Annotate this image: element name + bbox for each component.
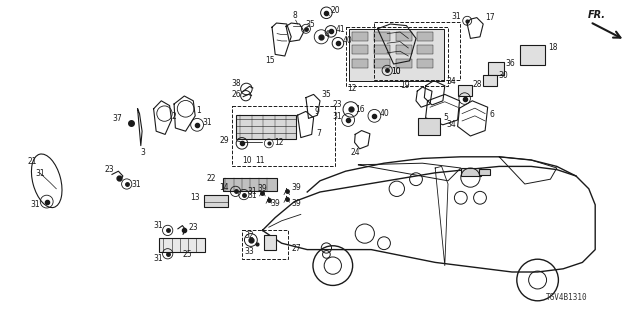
Text: 26: 26 <box>232 90 241 99</box>
Text: 27: 27 <box>291 244 301 253</box>
Text: 19: 19 <box>401 81 410 90</box>
Text: 34: 34 <box>447 120 456 129</box>
Bar <box>483 75 497 86</box>
Text: 31: 31 <box>202 118 212 127</box>
Text: 33: 33 <box>244 247 254 256</box>
Text: 38: 38 <box>232 79 241 88</box>
Bar <box>396 45 412 54</box>
Text: 25: 25 <box>182 250 192 259</box>
Bar <box>236 115 296 139</box>
Text: 28: 28 <box>473 80 483 89</box>
Bar <box>417 45 433 54</box>
Text: 23: 23 <box>333 100 342 109</box>
Text: 31: 31 <box>154 221 163 230</box>
Bar <box>374 45 390 54</box>
Text: 36: 36 <box>506 59 515 68</box>
Bar <box>418 118 440 135</box>
Bar <box>374 22 460 80</box>
Text: 39: 39 <box>257 184 267 193</box>
Text: 7: 7 <box>316 129 321 138</box>
Bar <box>417 59 433 68</box>
Bar <box>374 32 390 41</box>
Text: 23: 23 <box>104 165 114 174</box>
Text: 9: 9 <box>315 107 320 116</box>
Bar <box>242 230 288 259</box>
Text: 10: 10 <box>392 67 401 76</box>
Text: 39: 39 <box>271 199 280 208</box>
Text: 8: 8 <box>292 11 297 20</box>
Text: 1: 1 <box>196 106 201 115</box>
Text: 34: 34 <box>447 77 456 86</box>
Bar <box>520 45 545 65</box>
Text: 40: 40 <box>342 36 352 45</box>
Bar <box>352 59 368 68</box>
Bar <box>479 169 490 175</box>
Text: 2: 2 <box>172 112 176 121</box>
Text: 16: 16 <box>355 105 365 114</box>
Text: 13: 13 <box>190 193 200 202</box>
Text: 10: 10 <box>392 67 401 76</box>
Text: 15: 15 <box>266 56 275 65</box>
Text: 23: 23 <box>189 223 198 232</box>
Text: 41: 41 <box>335 25 345 34</box>
Text: 14: 14 <box>220 183 229 192</box>
Text: 31: 31 <box>451 12 461 21</box>
Text: 31: 31 <box>36 169 45 178</box>
Bar <box>232 106 335 166</box>
Text: 3: 3 <box>141 148 146 156</box>
Bar <box>223 178 277 191</box>
Text: 32: 32 <box>244 231 254 240</box>
Text: 12: 12 <box>347 84 356 92</box>
Text: 31: 31 <box>132 180 141 188</box>
Text: 22: 22 <box>207 174 216 183</box>
Text: 4: 4 <box>325 30 330 39</box>
Text: 39: 39 <box>292 199 301 208</box>
Text: 40: 40 <box>380 109 389 118</box>
Text: 10: 10 <box>242 156 252 165</box>
Bar <box>352 32 368 41</box>
Text: 12: 12 <box>274 138 284 147</box>
Text: 31: 31 <box>333 112 342 121</box>
Text: 35: 35 <box>321 90 331 99</box>
Text: 20: 20 <box>330 6 340 15</box>
Bar <box>374 59 390 68</box>
Bar <box>488 62 504 75</box>
Bar <box>346 27 448 86</box>
Text: FR.: FR. <box>588 10 606 20</box>
Bar <box>159 238 205 252</box>
Bar <box>264 235 276 250</box>
Bar <box>349 29 444 81</box>
Text: TGV4B1310: TGV4B1310 <box>545 293 588 302</box>
Text: 11: 11 <box>255 156 264 165</box>
Text: 37: 37 <box>113 114 122 123</box>
Text: 31: 31 <box>247 191 257 200</box>
Bar <box>417 32 433 41</box>
Text: 31: 31 <box>154 254 163 263</box>
Text: 31: 31 <box>31 200 40 209</box>
Bar <box>396 32 412 41</box>
Text: 18: 18 <box>548 43 558 52</box>
Text: 39: 39 <box>292 183 301 192</box>
Text: 35: 35 <box>305 20 315 28</box>
Bar <box>458 85 472 96</box>
Bar <box>461 168 481 176</box>
Bar <box>204 195 228 207</box>
Bar <box>396 59 412 68</box>
Text: 29: 29 <box>220 136 229 145</box>
Text: 24: 24 <box>351 148 360 157</box>
Text: 17: 17 <box>485 13 495 22</box>
Text: 5: 5 <box>443 113 448 122</box>
Text: 21: 21 <box>28 157 37 166</box>
Bar <box>352 45 368 54</box>
Text: 6: 6 <box>490 110 495 119</box>
Text: 30: 30 <box>499 71 508 80</box>
Text: 31: 31 <box>247 187 257 196</box>
